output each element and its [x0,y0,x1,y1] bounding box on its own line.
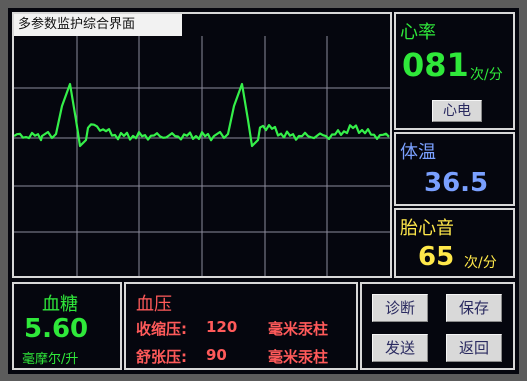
glucose-unit: 毫摩尔/升 [22,352,79,367]
actions-panel: 诊断 保存 发送 返回 [360,282,515,370]
glucose-label: 血糖 [42,294,78,315]
diastolic-unit: 毫米汞柱 [268,348,329,366]
fetal-heart-panel: 胎心音 65 次/分 [394,208,515,278]
systolic-label: 收缩压: [136,320,187,338]
glucose-panel: 血糖 5.60 毫摩尔/升 [12,282,122,370]
save-button[interactable]: 保存 [446,294,502,322]
ecg-waveform-line [14,82,390,148]
ecg-button[interactable]: 心电 [432,100,482,122]
fetal-heart-label: 胎心音 [400,218,454,239]
ecg-title: 多参数监护综合界面 [14,14,182,36]
temperature-value: 36.5 [424,168,489,198]
systolic-unit: 毫米汞柱 [268,320,329,338]
fetal-heart-unit: 次/分 [464,255,497,271]
heart-rate-unit: 次/分 [470,67,503,83]
fetal-heart-value: 65 [418,242,455,272]
diagnose-button[interactable]: 诊断 [372,294,428,322]
heart-rate-label: 心率 [400,22,436,43]
diastolic-value: 90 [206,346,227,364]
temperature-panel: 体温 36.5 [394,132,515,206]
systolic-value: 120 [206,318,238,336]
diastolic-label: 舒张压: [136,348,187,366]
ecg-waveform-chart [14,36,390,276]
monitor-screen: 多参数监护综合界面 心率 081 次/分 心电 体温 36.5 胎心音 65 次… [8,8,519,374]
glucose-value: 5.60 [24,314,89,344]
blood-pressure-label: 血压 [136,294,172,315]
heart-rate-value: 081 [402,46,469,84]
temperature-label: 体温 [400,142,436,163]
blood-pressure-panel: 血压 收缩压: 120 毫米汞柱 舒张压: 90 毫米汞柱 [124,282,358,370]
ecg-panel: 多参数监护综合界面 [12,12,392,278]
back-button[interactable]: 返回 [446,334,502,362]
send-button[interactable]: 发送 [372,334,428,362]
heart-rate-panel: 心率 081 次/分 心电 [394,12,515,130]
